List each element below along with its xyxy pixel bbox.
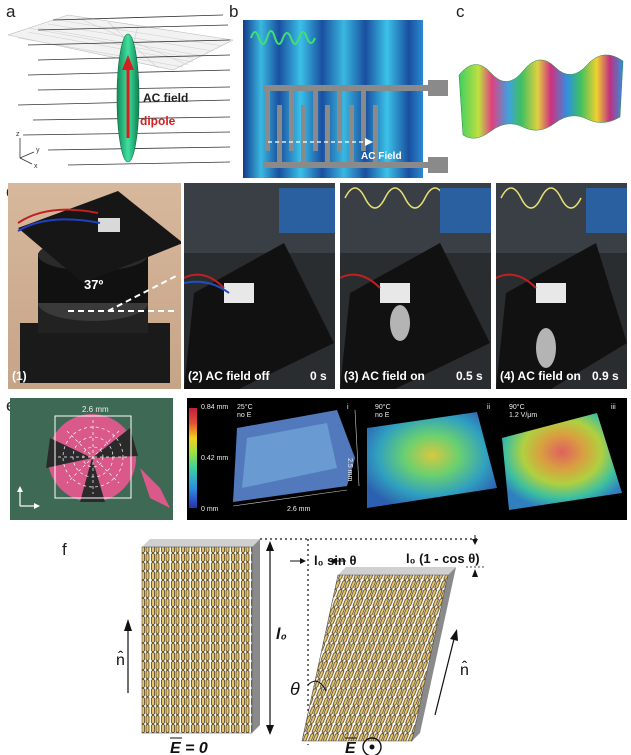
theta-label: θ	[290, 679, 300, 699]
ac-field-label: AC field	[143, 91, 188, 105]
colorbar-bottom: 0 mm	[201, 506, 219, 513]
photo-2-caption: (2) AC field off	[188, 369, 270, 383]
n-hat-right: n̂	[460, 659, 469, 679]
photo-1-caption: (1)	[12, 369, 27, 383]
e-zero-label: E = 0	[170, 740, 208, 755]
slab-left-top	[142, 539, 260, 547]
panel-a-schematic: AC field dipole z y x	[8, 14, 233, 170]
slab-right-face	[301, 574, 449, 742]
photo-3: (3) AC field on 0.5 s	[340, 183, 491, 389]
colorbar-top: 0.84 mm	[201, 404, 229, 411]
svg-text:z: z	[16, 131, 20, 138]
panel-b-label: b	[229, 2, 239, 21]
e-height-maps: 0.84 mm 0.42 mm 0 mm 25°C no E i 2.6 mm …	[187, 398, 627, 520]
map-i-cond2: no E	[237, 412, 252, 419]
scale-length: 2.6 mm	[82, 405, 109, 414]
panel-c-3d-surface	[458, 54, 624, 139]
svg-text:y: y	[36, 147, 40, 154]
cos-label: l₀ (1 - cos θ)	[406, 551, 480, 566]
photo-3-caption: (3) AC field on	[344, 369, 425, 383]
n-hat-left: n̂	[116, 649, 125, 669]
e-dot-label: E	[345, 740, 357, 755]
photo-2: (2) AC field off 0 s	[184, 183, 335, 389]
e-polarized-image: 2.6 mm	[10, 398, 173, 520]
slab-left-side	[252, 539, 260, 733]
photo-1: 37º (1)	[8, 183, 181, 389]
panel-f-label: f	[62, 540, 67, 559]
map-ii-cond2: no E	[375, 412, 390, 419]
photo-4-caption: (4) AC field on	[500, 369, 581, 383]
map-i-dim-x: 2.6 mm	[287, 506, 311, 513]
dipole-label: dipole	[140, 114, 176, 128]
photo-4-time: 0.9 s	[592, 369, 619, 383]
colorbar	[189, 408, 197, 508]
map-iii-cond2: 1.2 V/μm	[509, 412, 538, 419]
electrodes	[263, 80, 448, 173]
axis-triad	[19, 138, 35, 165]
photo-4: (4) AC field on 0.9 s	[496, 183, 627, 389]
map-i-roman: i	[347, 404, 349, 411]
slab-left-face	[141, 546, 253, 734]
panel-c-label: c	[456, 2, 465, 21]
map-ii-cond1: 90°C	[375, 404, 391, 411]
panel-b-microscopy: AC Field	[243, 20, 448, 178]
photo-3-time: 0.5 s	[456, 369, 483, 383]
svg-text:x: x	[34, 163, 38, 170]
map-i-dim-y: 2.5 mm	[346, 458, 353, 482]
panel-f-diagram: l₀ n̂ l₀ sin θ l₀ (1 - cos θ) θ n̂ E = 0…	[116, 535, 484, 755]
panel-a-label: a	[6, 2, 16, 21]
slab-right-top	[338, 567, 456, 575]
slab-right-side	[412, 567, 456, 741]
map-i-cond1: 25°C	[237, 404, 253, 411]
colorbar-mid: 0.42 mm	[201, 455, 229, 462]
l0-label: l₀	[276, 626, 287, 643]
angle-label: 37º	[84, 277, 104, 292]
map-iii-roman: iii	[611, 404, 616, 411]
out-of-plane-symbol	[362, 737, 382, 755]
map-ii-roman: ii	[487, 404, 491, 411]
map-iii-cond1: 90°C	[509, 404, 525, 411]
photo-2-time: 0 s	[310, 369, 327, 383]
ac-field-label-b: AC Field	[361, 151, 402, 162]
